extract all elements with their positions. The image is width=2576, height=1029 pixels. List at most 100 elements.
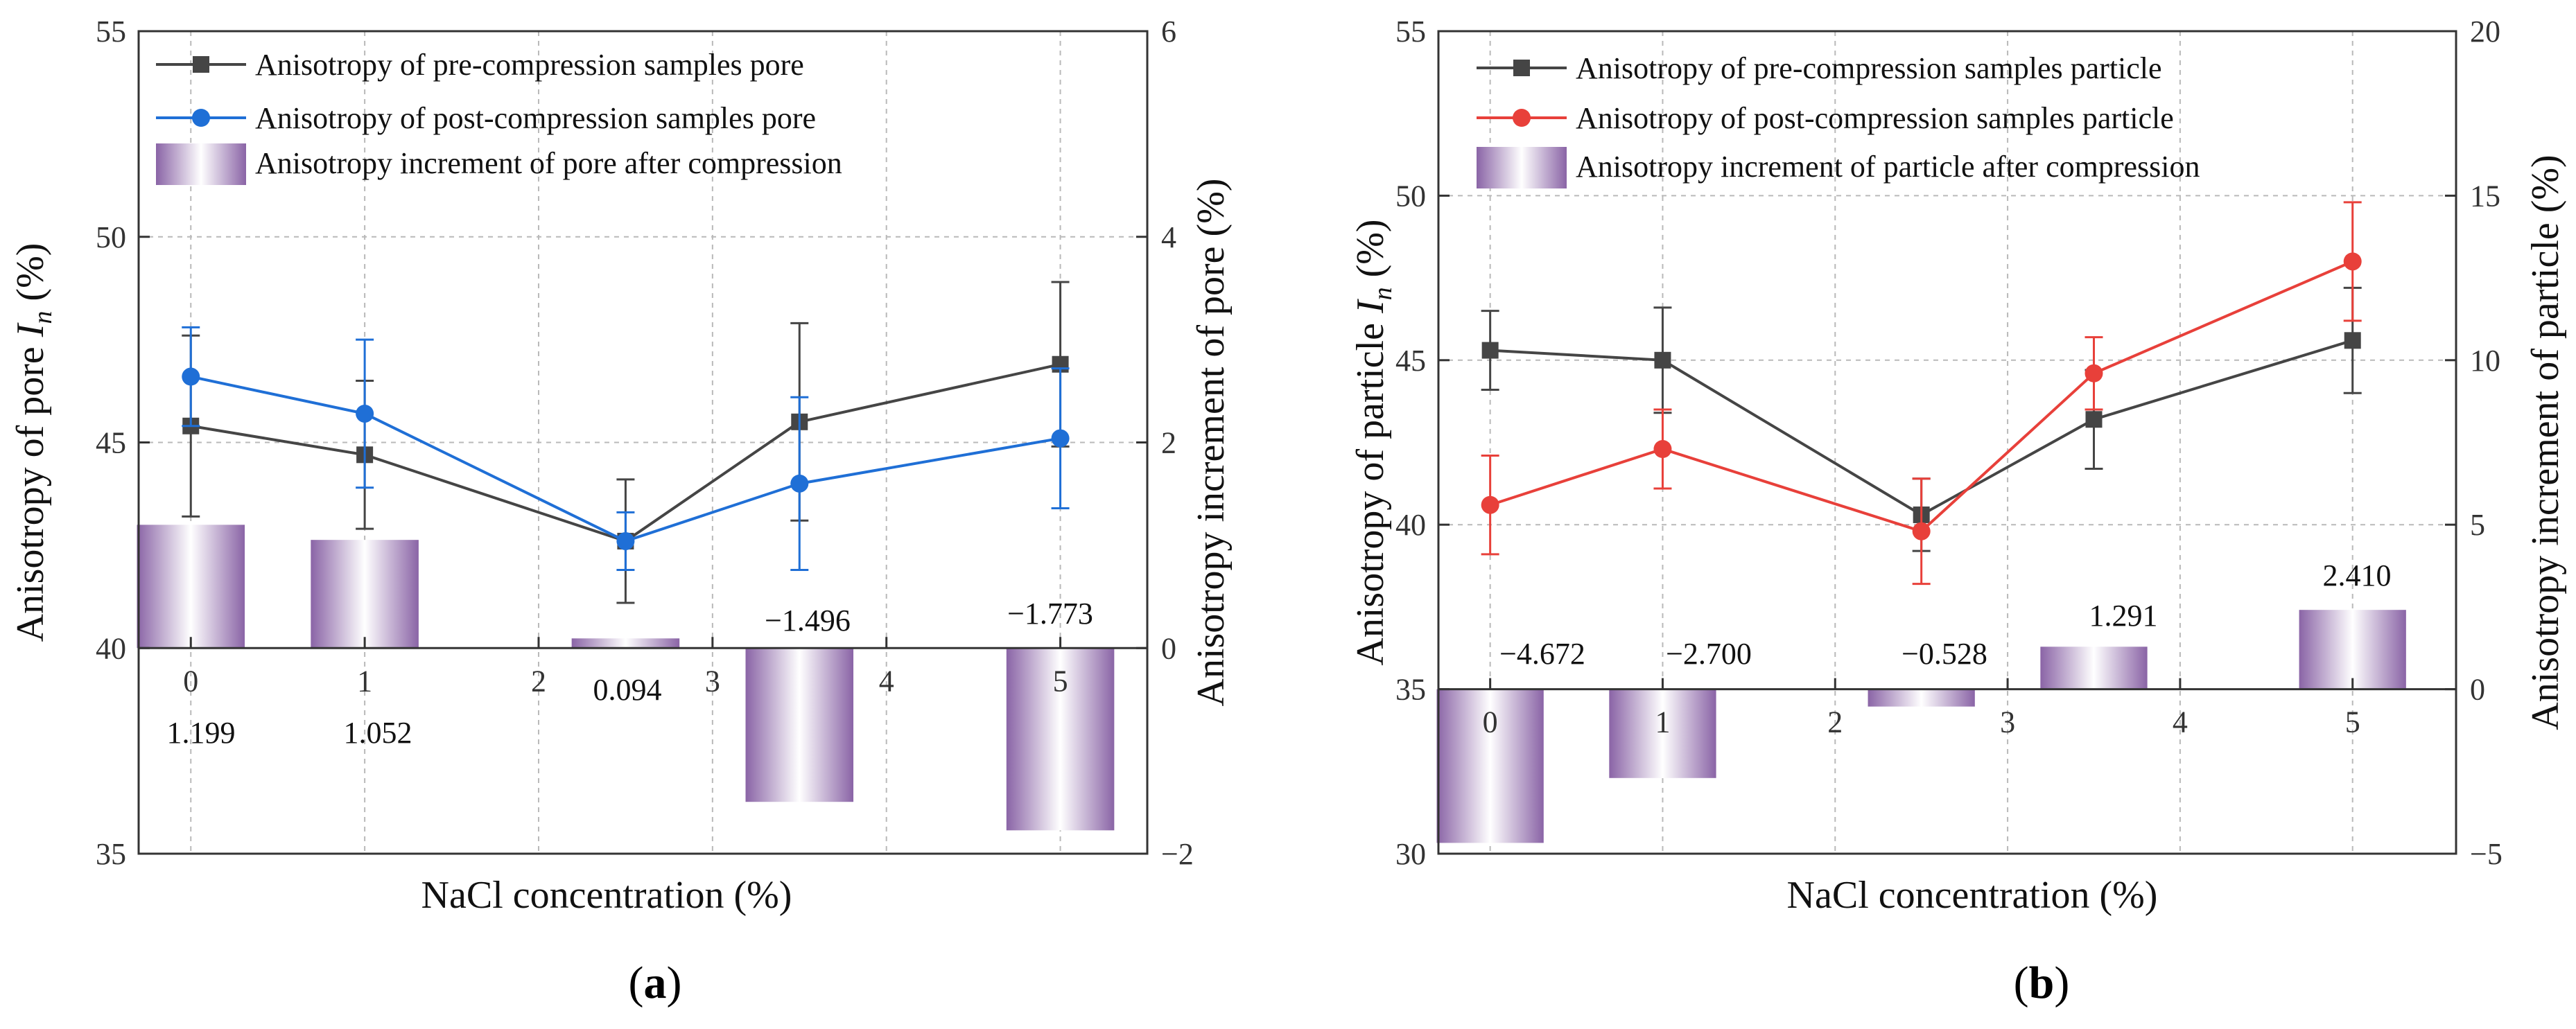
x-tick-label: 0 (183, 664, 198, 698)
increment-bar (1006, 648, 1115, 831)
y-tick-label: 50 (96, 220, 126, 254)
data-point-post (2343, 252, 2362, 271)
y-axis-label: Anisotropy of pore In (%) (9, 243, 58, 642)
increment-bar (137, 525, 245, 649)
bar-value-label: 0.094 (593, 673, 662, 707)
y-tick-label: 55 (96, 15, 126, 49)
legend-label: Anisotropy of post-compression samples p… (255, 101, 816, 135)
y2-tick-label: 20 (2470, 15, 2500, 49)
data-point-post (1051, 429, 1070, 448)
y2-tick-label: 0 (1161, 631, 1176, 665)
data-point-post (2085, 364, 2103, 382)
data-point-post (356, 404, 374, 423)
panel-caption: (a) (629, 958, 682, 1008)
increment-bar (2299, 610, 2406, 689)
data-point-pre (1654, 351, 1671, 369)
bar-value-label: −0.528 (1901, 637, 1987, 671)
y-tick-label: 55 (1395, 15, 1426, 49)
legend-label: Anisotropy of pre-compression samples po… (255, 48, 804, 82)
bar-value-label: 1.052 (344, 716, 412, 750)
increment-bar (745, 648, 854, 802)
y2-tick-label: 5 (2470, 508, 2485, 542)
y2-axis-label: Anisotropy increment of pore (%) (1190, 179, 1233, 707)
increment-bar (571, 638, 680, 649)
y-tick-label: 30 (1395, 837, 1426, 871)
caption-paren-close: ) (667, 958, 682, 1008)
y2-tick-label: 2 (1161, 426, 1176, 460)
caption-paren-close: ) (2054, 958, 2069, 1008)
x-tick-label: 0 (1483, 705, 1498, 739)
panel-caption: (b) (2014, 958, 2070, 1008)
caption-paren-open: ( (629, 958, 644, 1008)
legend-marker-circle (1513, 109, 1531, 127)
data-point-post (616, 531, 635, 550)
y-tick-label: 45 (1395, 344, 1426, 378)
data-point-post (790, 474, 809, 493)
y2-tick-label: −5 (2470, 837, 2503, 871)
data-point-post (1481, 495, 1499, 514)
legend-swatch-bar (1477, 147, 1567, 188)
y-axis-label-subscript: n (1368, 287, 1398, 300)
y-axis-label-unit: (%) (9, 243, 52, 311)
y2-axis-label: Anisotropy increment of particle (%) (2524, 155, 2567, 730)
y2-tick-label: 6 (1161, 15, 1176, 49)
x-axis-label: NaCl concentration (%) (421, 874, 792, 917)
x-tick-label: 1 (357, 664, 372, 698)
caption-paren-open: ( (2014, 958, 2029, 1008)
y-axis-label-main: Anisotropy of particle (1349, 313, 1392, 666)
data-point-post (182, 367, 200, 386)
y-tick-label: 40 (96, 631, 126, 665)
bar-value-label: −1.496 (765, 604, 851, 637)
y-axis-label: Anisotropy of particle In (%) (1349, 219, 1398, 665)
legend-label: Anisotropy of post-compression samples p… (1576, 101, 2174, 135)
bar-value-label: −1.773 (1007, 597, 1093, 631)
y-axis-label-unit: (%) (1349, 219, 1392, 287)
y-axis-label-symbol: I (9, 322, 52, 337)
legend-marker-circle (192, 109, 210, 127)
data-point-pre (2344, 332, 2361, 349)
y2-tick-label: 15 (2470, 179, 2500, 213)
x-tick-label: 5 (2345, 705, 2360, 739)
plot-frame (1437, 30, 2457, 855)
y-axis-label-symbol: I (1349, 299, 1392, 314)
bar-value-label: 2.410 (2323, 559, 2392, 592)
caption-letter: a (644, 958, 667, 1008)
data-point-post (1912, 522, 1931, 540)
bar-value-label: 1.199 (167, 716, 236, 750)
bar-value-label: −2.700 (1666, 637, 1752, 671)
y-tick-label: 35 (1395, 673, 1426, 707)
y-axis-label-main: Anisotropy of pore (9, 337, 52, 642)
legend-swatch-bar (156, 143, 246, 185)
x-tick-label: 4 (2173, 705, 2188, 739)
legend-marker-square (193, 56, 209, 73)
y2-tick-label: 10 (2470, 344, 2500, 378)
x-tick-label: 3 (2000, 705, 2015, 739)
x-tick-label: 4 (879, 664, 894, 698)
increment-bar (1609, 689, 1716, 778)
bar-value-label: −4.672 (1499, 637, 1585, 671)
x-tick-label: 3 (705, 664, 720, 698)
legend-label: Anisotropy increment of pore after compr… (255, 146, 842, 180)
legend-label: Anisotropy increment of particle after c… (1576, 150, 2200, 184)
y2-tick-label: 0 (2470, 673, 2485, 707)
y2-tick-label: −2 (1161, 837, 1194, 871)
bar-value-label: 1.291 (2089, 599, 2158, 633)
x-tick-label: 2 (531, 664, 546, 698)
x-tick-label: 1 (1655, 705, 1670, 739)
x-tick-label: 2 (1827, 705, 1843, 739)
y-tick-label: 45 (96, 426, 126, 460)
y2-tick-label: 4 (1161, 220, 1176, 254)
x-tick-label: 5 (1053, 664, 1068, 698)
data-point-post (1653, 439, 1672, 458)
y-tick-label: 40 (1395, 508, 1426, 542)
increment-bar (311, 540, 419, 649)
y-tick-label: 50 (1395, 179, 1426, 213)
increment-bar (1436, 689, 1544, 843)
x-axis-label: NaCl concentration (%) (1787, 874, 2158, 917)
data-point-pre (1481, 342, 1499, 359)
y-tick-label: 35 (96, 837, 126, 871)
caption-letter: b (2029, 958, 2055, 1008)
